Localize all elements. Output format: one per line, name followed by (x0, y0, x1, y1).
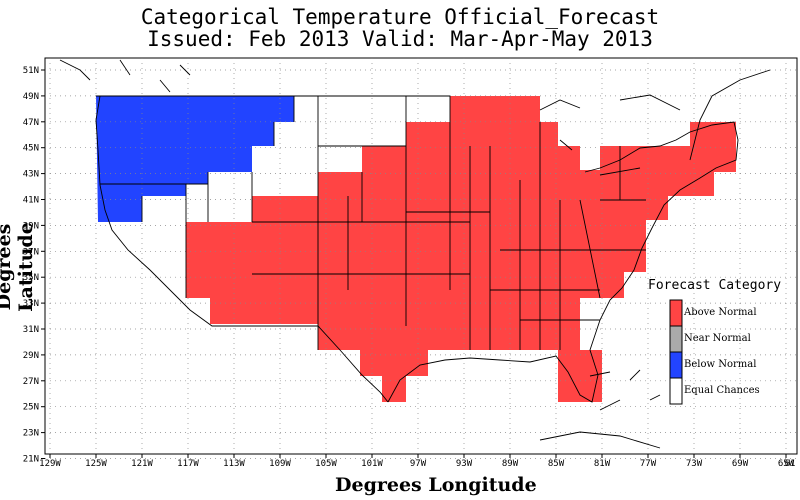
y-tick-label: 45N (23, 144, 39, 154)
x-tick-label: 69W (732, 459, 749, 469)
x-tick-label: 101W (361, 459, 383, 469)
y-tick-label: 21N (23, 455, 39, 465)
y-tick-label: 33N (23, 299, 39, 309)
x-tick-label: 97W (410, 459, 427, 469)
y-tick-label: 25N (23, 403, 39, 413)
x-tick-label: 117W (177, 459, 199, 469)
y-tick-label: 27N (23, 377, 39, 387)
legend-swatches (669, 299, 683, 405)
map-title-line1: Categorical Temperature Official_Forecas… (140, 5, 660, 29)
x-tick-label: 85W (548, 459, 565, 469)
y-tick-label: 51N (23, 66, 39, 76)
y-tick-label: 39N (23, 221, 39, 231)
x-tick-label: 129W (39, 459, 61, 469)
y-tick-label: 41N (23, 196, 39, 206)
y-axis-title: Degrees Latitude (0, 222, 37, 312)
legend-item-label: Equal Chances (684, 385, 760, 396)
legend-swatch (669, 377, 683, 405)
y-tick-label: 49N (23, 92, 39, 102)
x-tick-label: 73W (686, 459, 703, 469)
x-tick-label: 125W (85, 459, 107, 469)
above-normal-region (186, 96, 736, 402)
x-tick-label: 61 (785, 459, 796, 469)
x-tick-label: 105W (315, 459, 337, 469)
y-tick-labels: 51N 49N 47N 45N 43N 41N 39N 37N 35N 33N 31N 29N 27N 2… (23, 66, 39, 465)
legend-swatch (669, 325, 683, 353)
x-tick-label: 77W (640, 459, 657, 469)
x-tick-label: 65W (778, 459, 795, 469)
y-tick-label: 29N (23, 351, 39, 361)
x-tick-label: 93W (456, 459, 473, 469)
legend-swatch (669, 299, 683, 327)
x-tick-label: 89W (502, 459, 519, 469)
state-boundaries (59, 59, 771, 449)
y-tick-label: 47N (23, 118, 39, 128)
legend-swatch (669, 351, 683, 379)
x-tick-label: 109W (269, 459, 291, 469)
x-tick-label: 121W (131, 459, 153, 469)
x-tick-label: 113W (223, 459, 245, 469)
legend-item-label: Near Normal (684, 333, 751, 344)
x-tick-labels: 129W 125W 121W 117W 113W 109W 105W 101W 97W 93W 89… (39, 459, 795, 469)
below-normal-region (96, 96, 294, 222)
y-tick-label: 37N (23, 247, 39, 257)
x-tick-label: 81W (594, 459, 611, 469)
y-tick-label: 43N (23, 170, 39, 180)
legend-title: Forecast Category (648, 278, 782, 293)
legend-item-label: Below Normal (684, 359, 757, 370)
map-title-line2: Issued: Feb 2013 Valid: Mar-Apr-May 2013 (147, 27, 653, 51)
axis-ticks (41, 69, 787, 459)
y-tick-label: 23N (23, 429, 39, 439)
legend-item-label: Above Normal (684, 307, 757, 318)
y-tick-label: 31N (23, 325, 39, 335)
y-tick-label: 35N (23, 273, 39, 283)
x-axis-title: Degrees Longitude (335, 474, 537, 496)
